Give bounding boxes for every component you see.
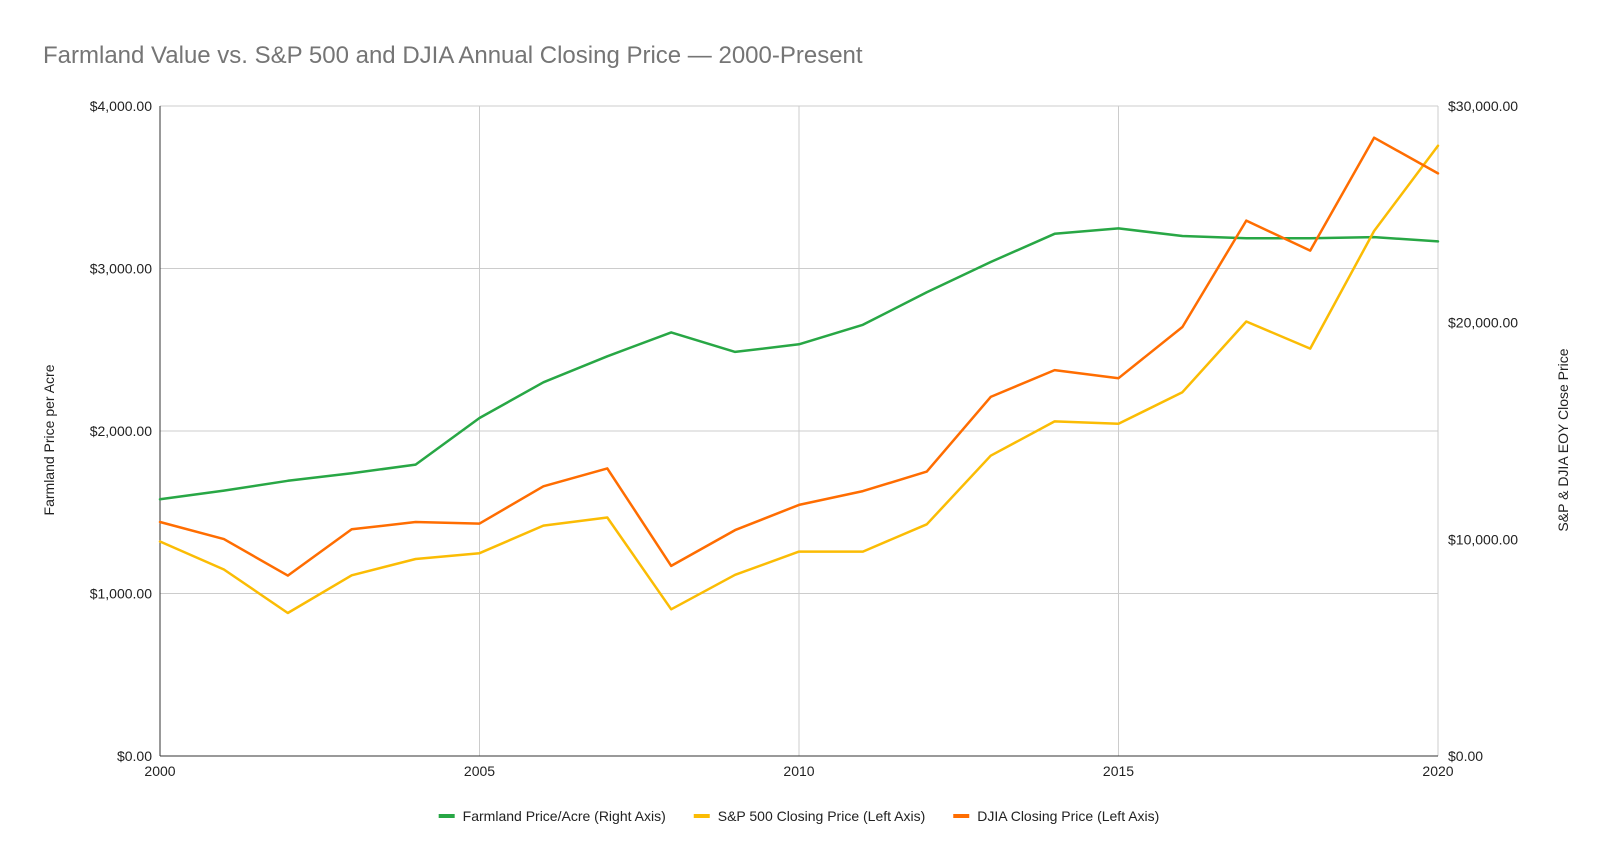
series-line-s-p-500-closing-price-left-axis xyxy=(158,144,1440,615)
y-right-tick-label: $30,000.00 xyxy=(1448,98,1518,114)
y-left-tick-label: $1,000.00 xyxy=(90,586,152,602)
x-tick-label: 2000 xyxy=(144,763,175,779)
legend-label: DJIA Closing Price (Left Axis) xyxy=(977,808,1159,824)
y-left-tick-label: $2,000.00 xyxy=(90,423,152,439)
y-axis-left-title: Farmland Price per Acre xyxy=(41,364,57,515)
series-lines xyxy=(158,136,1440,615)
chart-title: Farmland Value vs. S&P 500 and DJIA Annu… xyxy=(43,42,863,69)
legend: Farmland Price/Acre (Right Axis) S&P 500 … xyxy=(438,808,1159,824)
y-right-tick-label: $20,000.00 xyxy=(1448,315,1518,331)
gridlines xyxy=(160,105,1439,756)
y-right-tick-label: $0.00 xyxy=(1448,748,1483,764)
x-tick-label: 2020 xyxy=(1422,763,1453,779)
y-left-tick-label: $3,000.00 xyxy=(90,261,152,277)
legend-label: S&P 500 Closing Price (Left Axis) xyxy=(718,808,926,824)
x-tick-label: 2005 xyxy=(464,763,495,779)
x-tick-label: 2010 xyxy=(783,763,814,779)
x-tick-label: 2015 xyxy=(1103,763,1134,779)
y-left-tick-label: $0.00 xyxy=(117,748,152,764)
series-line-djia-closing-price-left-axis xyxy=(158,136,1440,577)
series-line-farmland-price-acre-right-axis xyxy=(158,227,1440,501)
y-right-tick-label: $10,000.00 xyxy=(1448,531,1518,547)
y-left-tick-label: $4,000.00 xyxy=(90,98,152,114)
axes: $0.00 $1,000.00 $2,000.00 $3,000.00 $4,000.0… xyxy=(90,98,1519,779)
legend-label: Farmland Price/Acre (Right Axis) xyxy=(463,808,666,824)
y-axis-right-title: S&P & DJIA EOY Close Price xyxy=(1555,348,1571,531)
